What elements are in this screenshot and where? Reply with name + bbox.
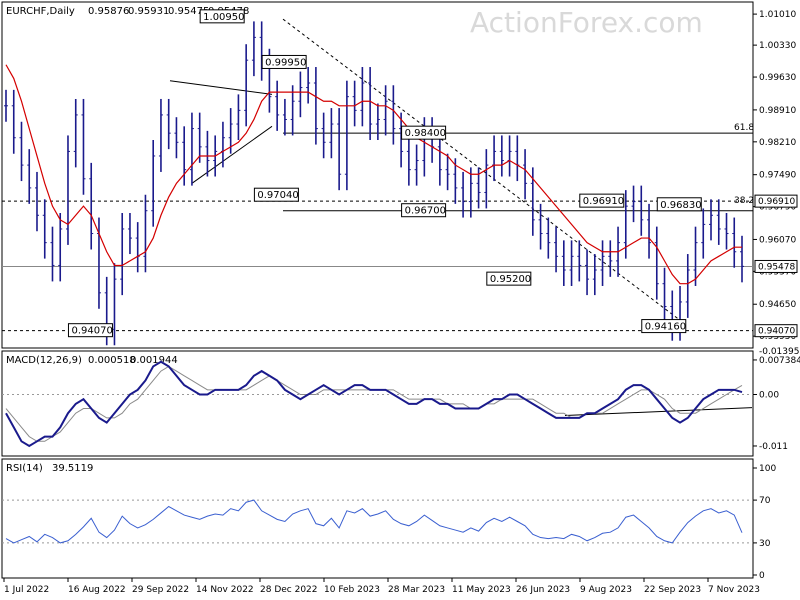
watermark: ActionForex.com (470, 6, 703, 39)
annotation-label: 0.99950 (265, 57, 306, 68)
right-price-label: 0.95478 (758, 262, 795, 272)
price-tick-label: 0.99630 (759, 73, 796, 83)
macd-tick-label: -0.011 (759, 442, 788, 452)
price-tick-label: 0.98910 (759, 106, 796, 116)
date-tick-label: 26 Jun 2023 (516, 585, 570, 595)
date-tick-label: 16 Aug 2022 (68, 585, 126, 595)
date-tick-label: 11 May 2023 (452, 585, 511, 595)
date-tick-label: 29 Sep 2022 (132, 585, 189, 595)
ohlc-open: 0.95876 (88, 6, 129, 17)
annotation-box (579, 193, 625, 208)
rsi-title: RSI(14) (6, 463, 43, 474)
annotation-label: 0.96830 (660, 200, 701, 211)
annotation-box (199, 9, 245, 24)
annotation-box (641, 319, 687, 334)
annotation-box (656, 197, 702, 212)
annotation-box (401, 203, 447, 218)
annotation-label: 1.00950 (203, 12, 244, 23)
macd-title: MACD(12,26,9) (6, 355, 82, 366)
fib-label-61-8: 61.8 (734, 123, 754, 133)
price-tick-label: 1.00330 (759, 41, 796, 51)
annotation-box (401, 125, 447, 140)
macd-tick-label: 0.00 (759, 391, 779, 401)
date-tick-label: 14 Nov 2022 (196, 585, 254, 595)
macd-series-layer (2, 360, 753, 448)
macd-value: 0.000518 (88, 355, 136, 366)
macd-line (5, 360, 743, 448)
right-price-label: 0.94070 (758, 327, 795, 337)
ohlc-high: 0.95931 (128, 6, 169, 17)
annotation-box (261, 54, 307, 69)
annotation-label: 0.94070 (71, 326, 112, 337)
right-price-box (754, 259, 798, 273)
rsi-tick-label: 30 (759, 539, 771, 549)
annotation-label: 0.97040 (257, 190, 298, 201)
right-price-box (754, 194, 798, 208)
price-tick-label: 0.97490 (759, 171, 796, 181)
rsi-tick-label: 100 (759, 464, 776, 474)
date-tick-label: 9 Aug 2023 (580, 585, 632, 595)
date-tick-label: 22 Sep 2023 (644, 585, 701, 595)
price-panel-frame (1, 1, 754, 349)
fib-label-38-2: 38.2 (734, 196, 754, 206)
price-tick-label: 0.96070 (759, 235, 796, 245)
triangle-upper-line (169, 80, 273, 95)
rsi-value: 39.5119 (52, 463, 93, 474)
rsi-tick-label: 0 (759, 571, 765, 581)
date-tick-label: 28 Mar 2023 (388, 585, 445, 595)
rsi-tick-label: 70 (759, 496, 771, 506)
macd-panel-frame (1, 350, 754, 457)
rsi-axis: 100 70 30 0 (753, 464, 776, 581)
annotation-box (486, 271, 532, 286)
right-price-label: 0.96910 (758, 197, 795, 207)
price-tick-label: 1.01010 (759, 10, 796, 20)
ohlc-low: 0.95475 (168, 6, 209, 17)
price-tick-label: 0.98210 (759, 138, 796, 148)
price-series-layer: 61.8 38.2 1.00950 0.99950 0.97040 0.98400 0.96… (2, 9, 754, 346)
annotation-label: 0.98400 (405, 128, 446, 139)
annotation-label: 0.96700 (405, 206, 446, 217)
annotation-label: 0.95200 (490, 274, 531, 285)
annotation-label: 0.94160 (645, 322, 686, 333)
macd-trendline (564, 407, 753, 417)
price-axis: 1.01010 1.00330 0.99630 0.98910 0.98210 0.974… (753, 10, 798, 342)
macd-signal-value: 0.001944 (130, 355, 178, 366)
date-tick-label: 1 Jul 2022 (4, 585, 49, 595)
date-tick-label: 28 Dec 2022 (260, 585, 318, 595)
date-axis: 1 Jul 2022 16 Aug 2022 29 Sep 2022 14 Nov 2… (3, 578, 760, 595)
annotation-box (253, 187, 299, 202)
triangle-lower-line (191, 125, 273, 184)
rsi-series-layer (2, 499, 753, 544)
annotation-box (67, 323, 113, 338)
rsi-panel-frame (1, 458, 754, 579)
macd-extra-tick-label: -0.013950 (759, 347, 800, 357)
date-tick-label: 10 Feb 2023 (324, 585, 380, 595)
dashed-trendline (282, 18, 681, 321)
moving-average-line (5, 64, 742, 285)
price-tick-label: 0.94650 (759, 300, 796, 310)
annotation-label: 0.96910 (583, 196, 624, 207)
date-tick-label: 7 Nov 2023 (708, 585, 760, 595)
macd-axis: 0.007384 0.00 -0.011 -0.013950 (753, 347, 800, 452)
right-price-box (754, 324, 798, 338)
macd-tick-label: 0.007384 (759, 356, 800, 366)
price-title: EURCHF,Daily (6, 6, 75, 17)
rsi-line (5, 499, 743, 544)
